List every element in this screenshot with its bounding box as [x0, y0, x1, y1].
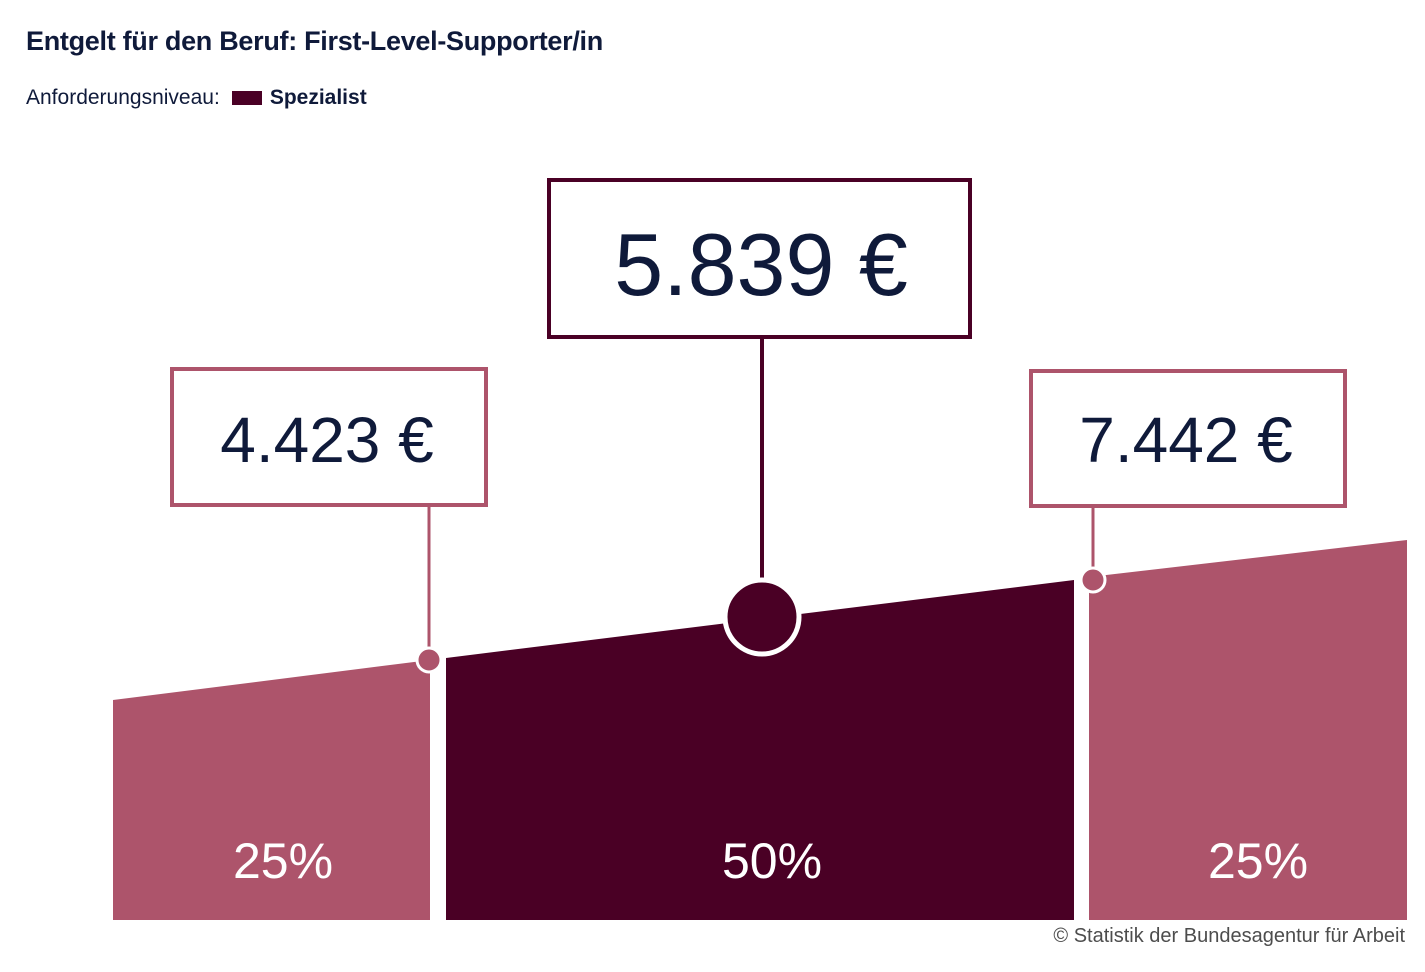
marker-dot-q3 [1079, 566, 1107, 594]
chart-title: Entgelt für den Beruf: First-Level-Suppo… [26, 26, 603, 56]
marker-dot-median [722, 577, 802, 657]
segment-percent-label: 25% [1208, 833, 1308, 889]
value-label-median: 5.839 € [614, 215, 908, 314]
legend-swatch [231, 91, 262, 105]
segment-upper-quartile [1089, 540, 1407, 920]
legend: Anforderungsniveau: Spezialist [26, 86, 367, 110]
value-label-q1: 4.423 € [220, 404, 434, 476]
segment-lower-quartile [113, 660, 430, 920]
segment-percent-label: 50% [722, 833, 822, 889]
legend-value: Spezialist [269, 86, 367, 109]
value-box-q3 [1029, 369, 1347, 508]
legend-label: Anforderungsniveau: [26, 86, 220, 109]
value-box-q1 [170, 367, 488, 507]
value-box-median [547, 178, 972, 339]
marker-dot-q1 [415, 646, 443, 674]
segment-percent-label: 25% [233, 833, 333, 889]
value-label-q3: 7.442 € [1079, 404, 1293, 476]
source-credit: © Statistik der Bundesagentur für Arbeit [1053, 925, 1405, 947]
segment-middle-half [446, 580, 1074, 920]
